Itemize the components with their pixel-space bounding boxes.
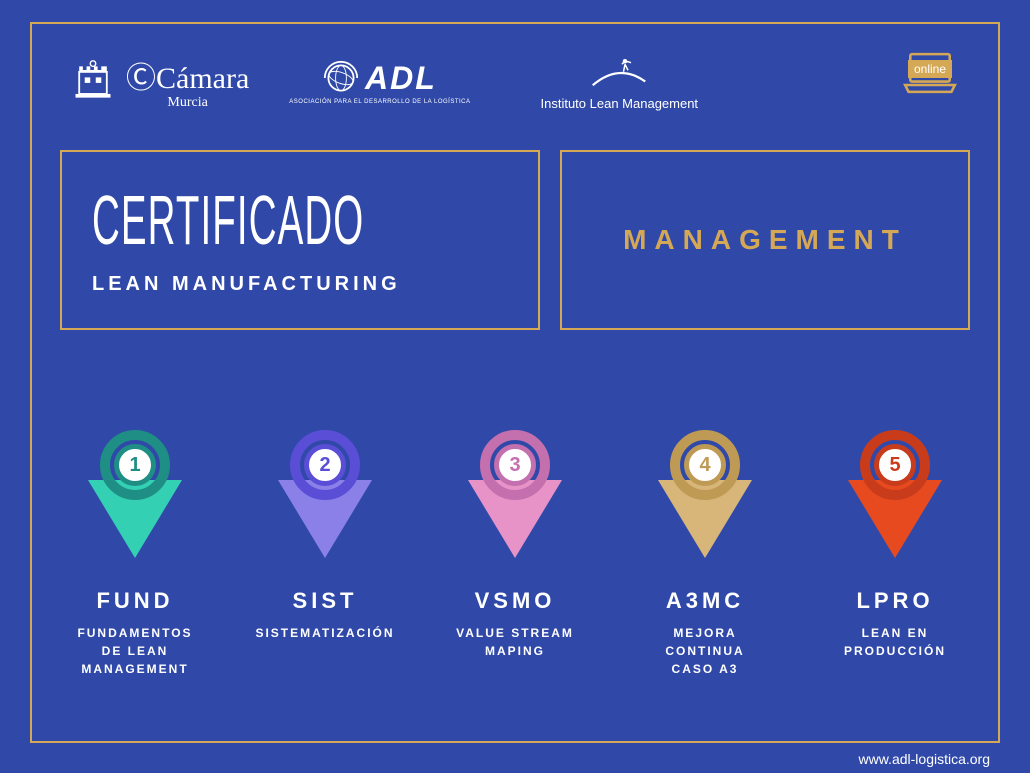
- cert-title: CERTIFICADO: [92, 185, 364, 255]
- module-vsmo: 3 VSMO VALUE STREAMMAPING: [430, 430, 600, 678]
- module-code: FUND: [96, 588, 173, 614]
- module-pointer-icon: 1: [80, 430, 190, 580]
- ilm-text: Instituto Lean Management: [541, 96, 699, 111]
- module-sist: 2 SIST SISTEMATIZACIÓN: [240, 430, 410, 678]
- module-pointer-icon: 4: [650, 430, 760, 580]
- module-pointer-icon: 3: [460, 430, 570, 580]
- logo-ilm: Instituto Lean Management: [541, 54, 699, 111]
- module-code: SIST: [293, 588, 358, 614]
- logo-online: online: [900, 48, 960, 116]
- box-certificado: CERTIFICADO LEAN MANUFACTURING: [60, 150, 540, 330]
- module-desc: FUNDAMENTOSDE LEANMANAGEMENT: [77, 624, 192, 678]
- module-number: 5: [874, 444, 916, 486]
- logo-adl: ADL ASOCIACIÓN PARA EL DESARROLLO DE LA …: [289, 60, 470, 105]
- module-a3mc: 4 A3MC MEJORACONTINUACASO A3: [620, 430, 790, 678]
- footer-url: www.adl-logistica.org: [859, 751, 991, 767]
- modules-row: 1 FUND FUNDAMENTOSDE LEANMANAGEMENT 2 SI…: [50, 430, 980, 678]
- logo-row: ⒸCámara Murcia ADL ASOCIACIÓN PARA EL DE…: [70, 42, 960, 122]
- globe-icon: [323, 60, 359, 96]
- module-desc: VALUE STREAMMAPING: [456, 624, 574, 660]
- module-code: A3MC: [666, 588, 744, 614]
- swoosh-icon: [589, 54, 649, 94]
- logo-camara: ⒸCámara Murcia: [70, 53, 249, 111]
- adl-sub: ASOCIACIÓN PARA EL DESARROLLO DE LA LOGÍ…: [289, 99, 470, 105]
- module-number: 2: [304, 444, 346, 486]
- circled-c: Ⓒ: [126, 62, 156, 95]
- module-fund: 1 FUND FUNDAMENTOSDE LEANMANAGEMENT: [50, 430, 220, 678]
- camara-sub: Murcia: [126, 95, 249, 111]
- module-desc: MEJORACONTINUACASO A3: [665, 624, 744, 678]
- cert-subtitle: LEAN MANUFACTURING: [92, 273, 401, 296]
- module-number: 3: [494, 444, 536, 486]
- adl-text: ADL: [365, 60, 437, 97]
- module-code: VSMO: [475, 588, 556, 614]
- camara-text: Cámara: [156, 62, 249, 95]
- box-management: MANAGEMENT: [560, 150, 970, 330]
- module-number: 4: [684, 444, 726, 486]
- module-pointer-icon: 5: [840, 430, 950, 580]
- management-label: MANAGEMENT: [623, 224, 907, 256]
- module-pointer-icon: 2: [270, 430, 380, 580]
- module-desc: LEAN ENPRODUCCIÓN: [844, 624, 946, 660]
- crest-icon: [70, 59, 116, 105]
- module-desc: SISTEMATIZACIÓN: [255, 624, 394, 642]
- module-code: LPRO: [856, 588, 933, 614]
- module-number: 1: [114, 444, 156, 486]
- online-badge: online: [908, 60, 952, 78]
- module-lpro: 5 LPRO LEAN ENPRODUCCIÓN: [810, 430, 980, 678]
